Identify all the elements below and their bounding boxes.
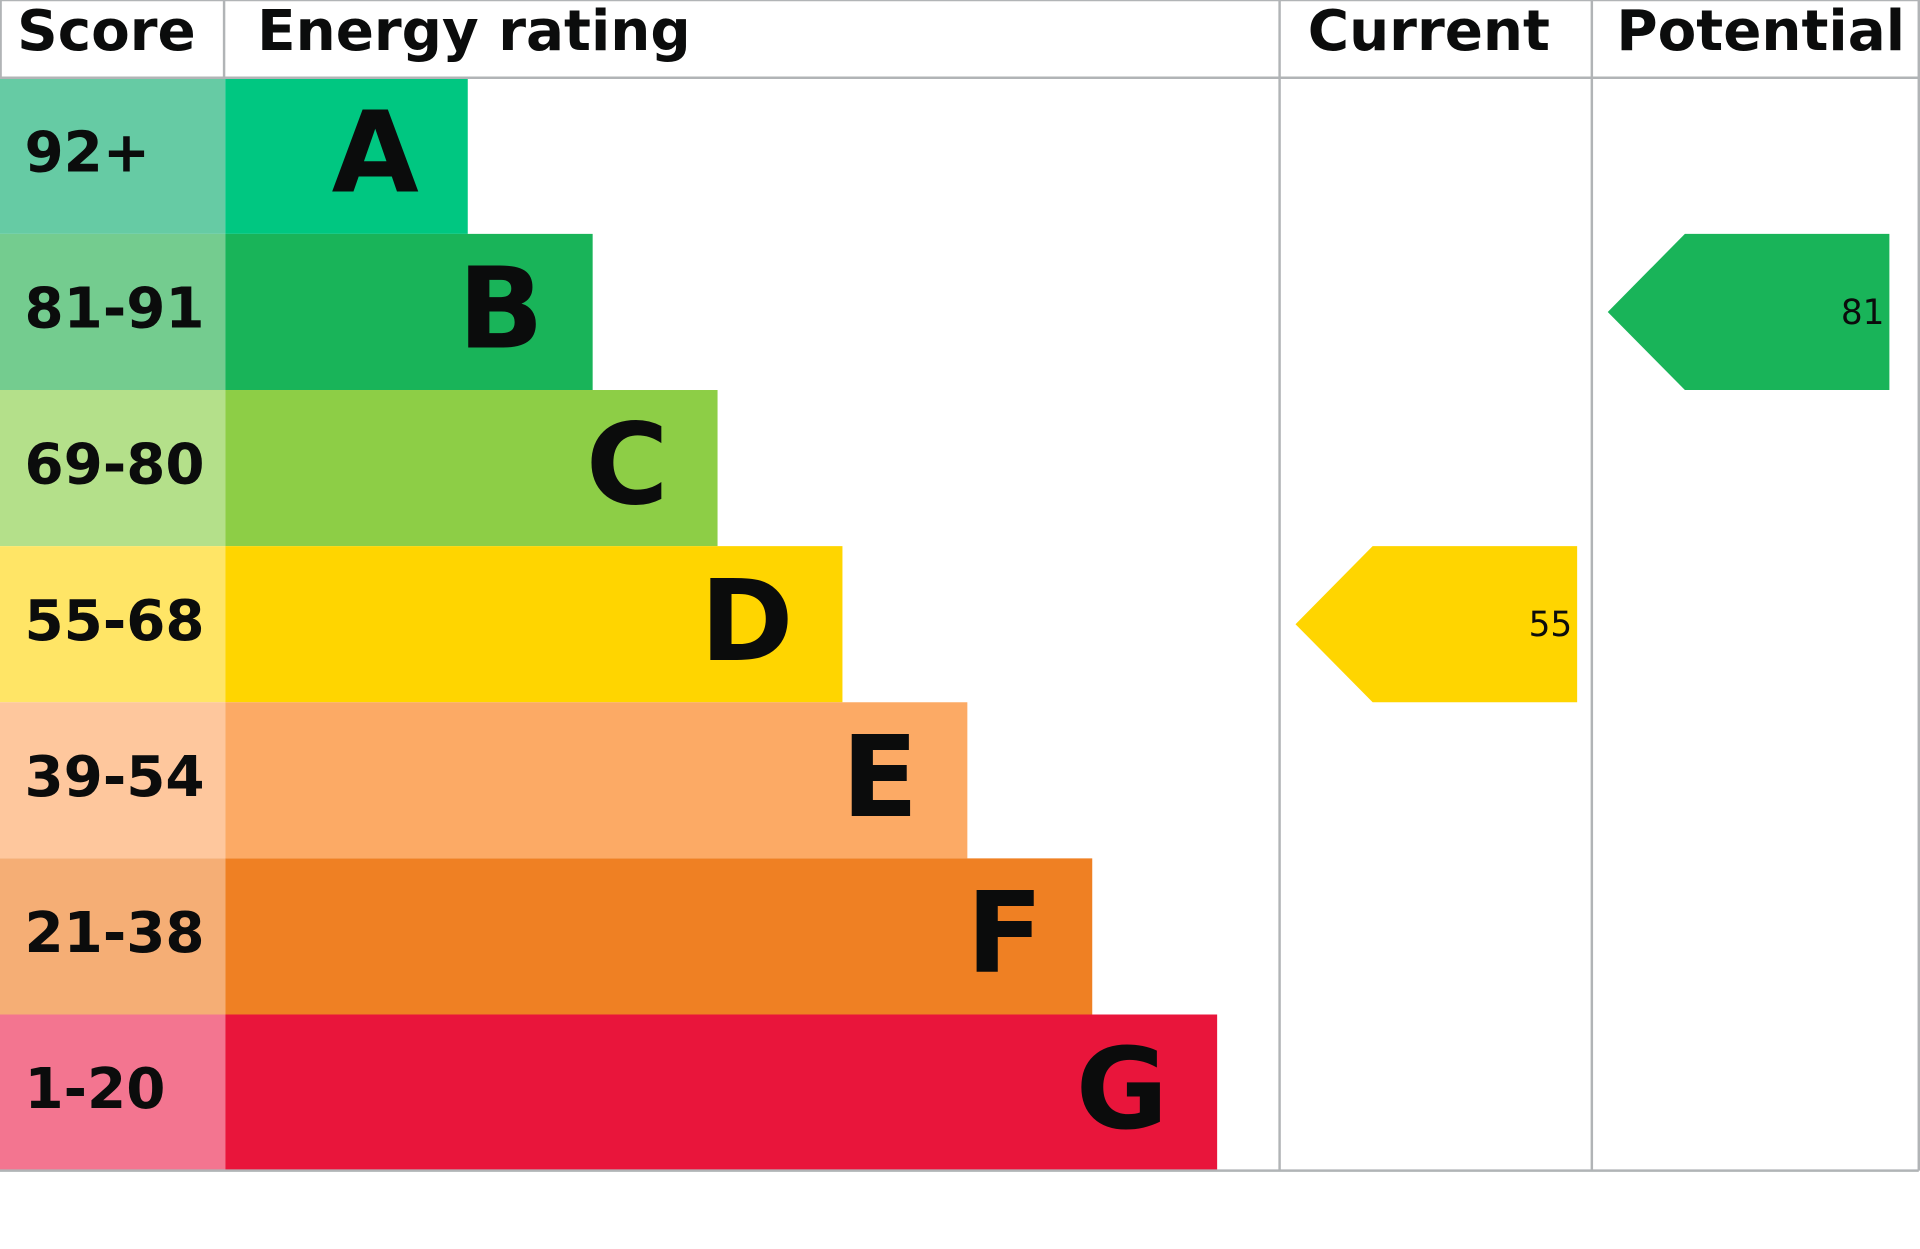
rating-letter: E — [841, 711, 918, 843]
rating-letter: D — [700, 555, 794, 687]
rating-letter: A — [332, 86, 419, 218]
score-label: 39-54 — [24, 745, 204, 810]
rating-bar — [225, 858, 1093, 1015]
potential-header: Potential — [1616, 0, 1905, 64]
score-label: 1-20 — [24, 1057, 165, 1122]
score-cell — [0, 858, 226, 1015]
score-label: 21-38 — [24, 901, 204, 966]
rating-bar — [225, 77, 468, 234]
score-label: 92+ — [24, 120, 150, 185]
score-label: 81-91 — [24, 277, 204, 342]
rating-bar — [225, 702, 968, 859]
rating-header: Energy rating — [257, 0, 691, 64]
score-cell — [0, 77, 226, 234]
score-label: 69-80 — [24, 433, 204, 498]
score-cell — [0, 546, 226, 703]
rating-bar — [225, 233, 593, 391]
rating-letter: F — [966, 867, 1043, 999]
score-header: Score — [17, 0, 196, 64]
score-label: 55-68 — [24, 589, 204, 654]
potential-arrow — [1607, 233, 1890, 391]
rating-bar — [225, 546, 843, 703]
rating-letter: C — [586, 399, 669, 531]
score-cell — [0, 1014, 226, 1171]
rating-bar — [225, 390, 718, 547]
score-cell — [0, 233, 226, 391]
rating-letter: B — [458, 243, 544, 375]
score-cell — [0, 390, 226, 547]
current-arrow — [1295, 546, 1578, 703]
potential-value: 81 — [1841, 293, 1885, 333]
current-header: Current — [1308, 0, 1550, 64]
rating-bar — [225, 1014, 1218, 1171]
current-value: 55 — [1529, 605, 1573, 645]
rating-letter: G — [1076, 1023, 1168, 1155]
score-cell — [0, 702, 226, 859]
